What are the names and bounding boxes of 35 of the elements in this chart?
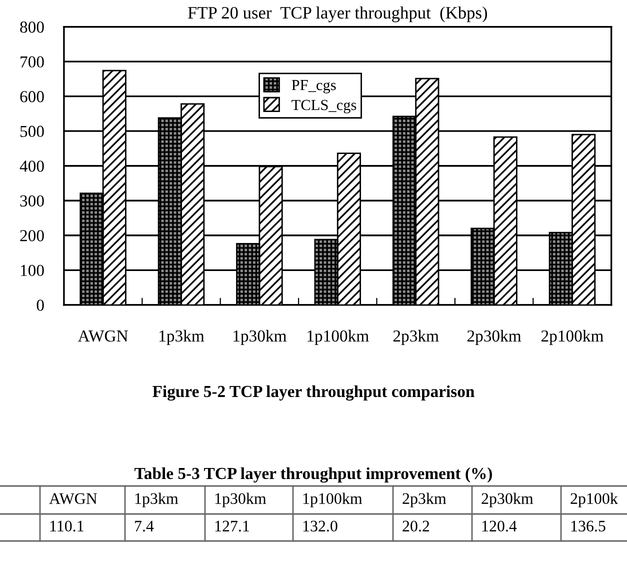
y-tick-label: 800 xyxy=(20,22,44,33)
text: 20.2 xyxy=(402,520,430,532)
text: 120.4 xyxy=(482,520,517,532)
text: 7.4 xyxy=(135,520,154,532)
x-tick-label: 2p100km xyxy=(541,330,604,346)
y-tick-label: 600 xyxy=(20,91,44,102)
text: AWGN xyxy=(49,493,98,504)
text: 2p3km xyxy=(402,492,446,508)
caption: Table 5-3 TCP layer throughput improvement (%) xyxy=(134,467,492,483)
x-tick-label: 1p3km xyxy=(160,330,204,346)
y-tick-label: 700 xyxy=(20,56,44,68)
text: 1p30km xyxy=(215,492,266,508)
text: 2p30km xyxy=(482,492,534,508)
text: 136.5 xyxy=(571,520,606,532)
text: 1p3km xyxy=(135,492,178,508)
y-tick-label: 200 xyxy=(20,230,44,242)
x-tick-label: 1p30km xyxy=(234,330,286,346)
caption: Figure 5-2 TCP layer throughput comparison xyxy=(152,385,474,401)
text: TCLS_cgs xyxy=(292,100,356,114)
x-tick-label: 2p3km xyxy=(393,330,439,346)
x-tick-label: AWGN xyxy=(78,330,128,342)
y-tick-label: 0 xyxy=(36,300,44,311)
text: 132.0 xyxy=(303,520,338,532)
text: 110.1 xyxy=(50,520,84,532)
text: 2p100k xyxy=(570,492,618,508)
text: 1p100km xyxy=(303,492,362,508)
y-tick-label: 300 xyxy=(20,195,44,207)
y-tick-label: 500 xyxy=(20,126,44,138)
x-tick-label: 2p30km xyxy=(467,330,522,346)
y-tick-label: 100 xyxy=(20,264,44,276)
x-tick-label: 1p100km xyxy=(308,330,369,346)
text: 127.1 xyxy=(215,520,249,532)
y-tick-label: 400 xyxy=(20,160,44,172)
chart-title: FTP 20 user TCP layer throughput (Kbps) xyxy=(188,6,488,22)
legend-label: PF_cgs xyxy=(292,80,336,94)
